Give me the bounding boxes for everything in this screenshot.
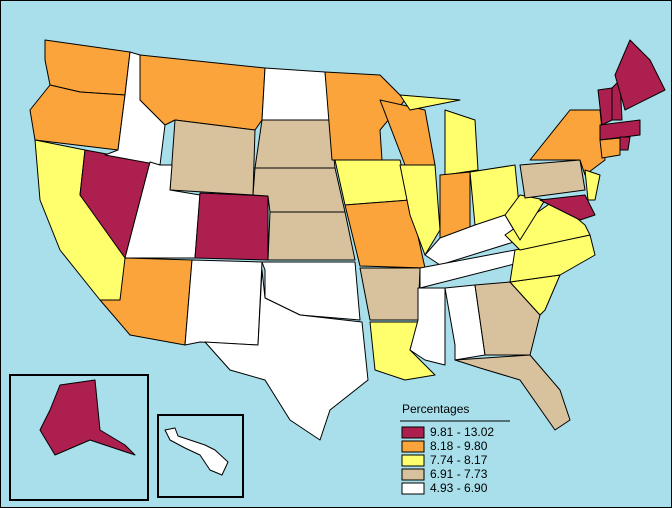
region [254,119,336,169]
region [519,159,586,199]
legend-label: 4.93 - 6.90 [430,481,488,495]
region [444,109,479,176]
region [164,427,229,476]
region [614,39,666,111]
region [267,211,356,261]
region [399,164,441,256]
legend-label: 6.91 - 7.73 [430,467,488,481]
region [599,119,641,141]
region [399,94,461,111]
region [139,54,266,131]
region [324,71,406,161]
legend-label: 9.81 - 13.02 [430,425,494,439]
legend-swatch [401,468,425,481]
region [39,379,136,456]
region [204,269,369,441]
region [261,67,331,121]
region [619,136,631,151]
region [444,284,486,361]
region [474,281,541,356]
legend-label: 8.18 - 9.80 [430,439,488,453]
legend-title: Percentages [402,402,469,416]
region [169,119,256,196]
legend-swatch [401,482,425,495]
legend-label: 7.74 - 8.17 [430,453,488,467]
region [584,169,601,201]
region [539,194,596,221]
region [194,192,269,261]
legend-swatch [401,454,425,467]
legend: Percentages 9.81 - 13.028.18 - 9.807.74 … [400,402,510,495]
region [29,84,126,151]
region [334,159,411,206]
legend-swatch [401,426,425,439]
region [359,267,421,321]
region [184,259,263,346]
regions [29,39,666,476]
region [599,137,621,159]
region [529,109,606,176]
region [454,354,571,431]
legend-swatch [401,440,425,453]
